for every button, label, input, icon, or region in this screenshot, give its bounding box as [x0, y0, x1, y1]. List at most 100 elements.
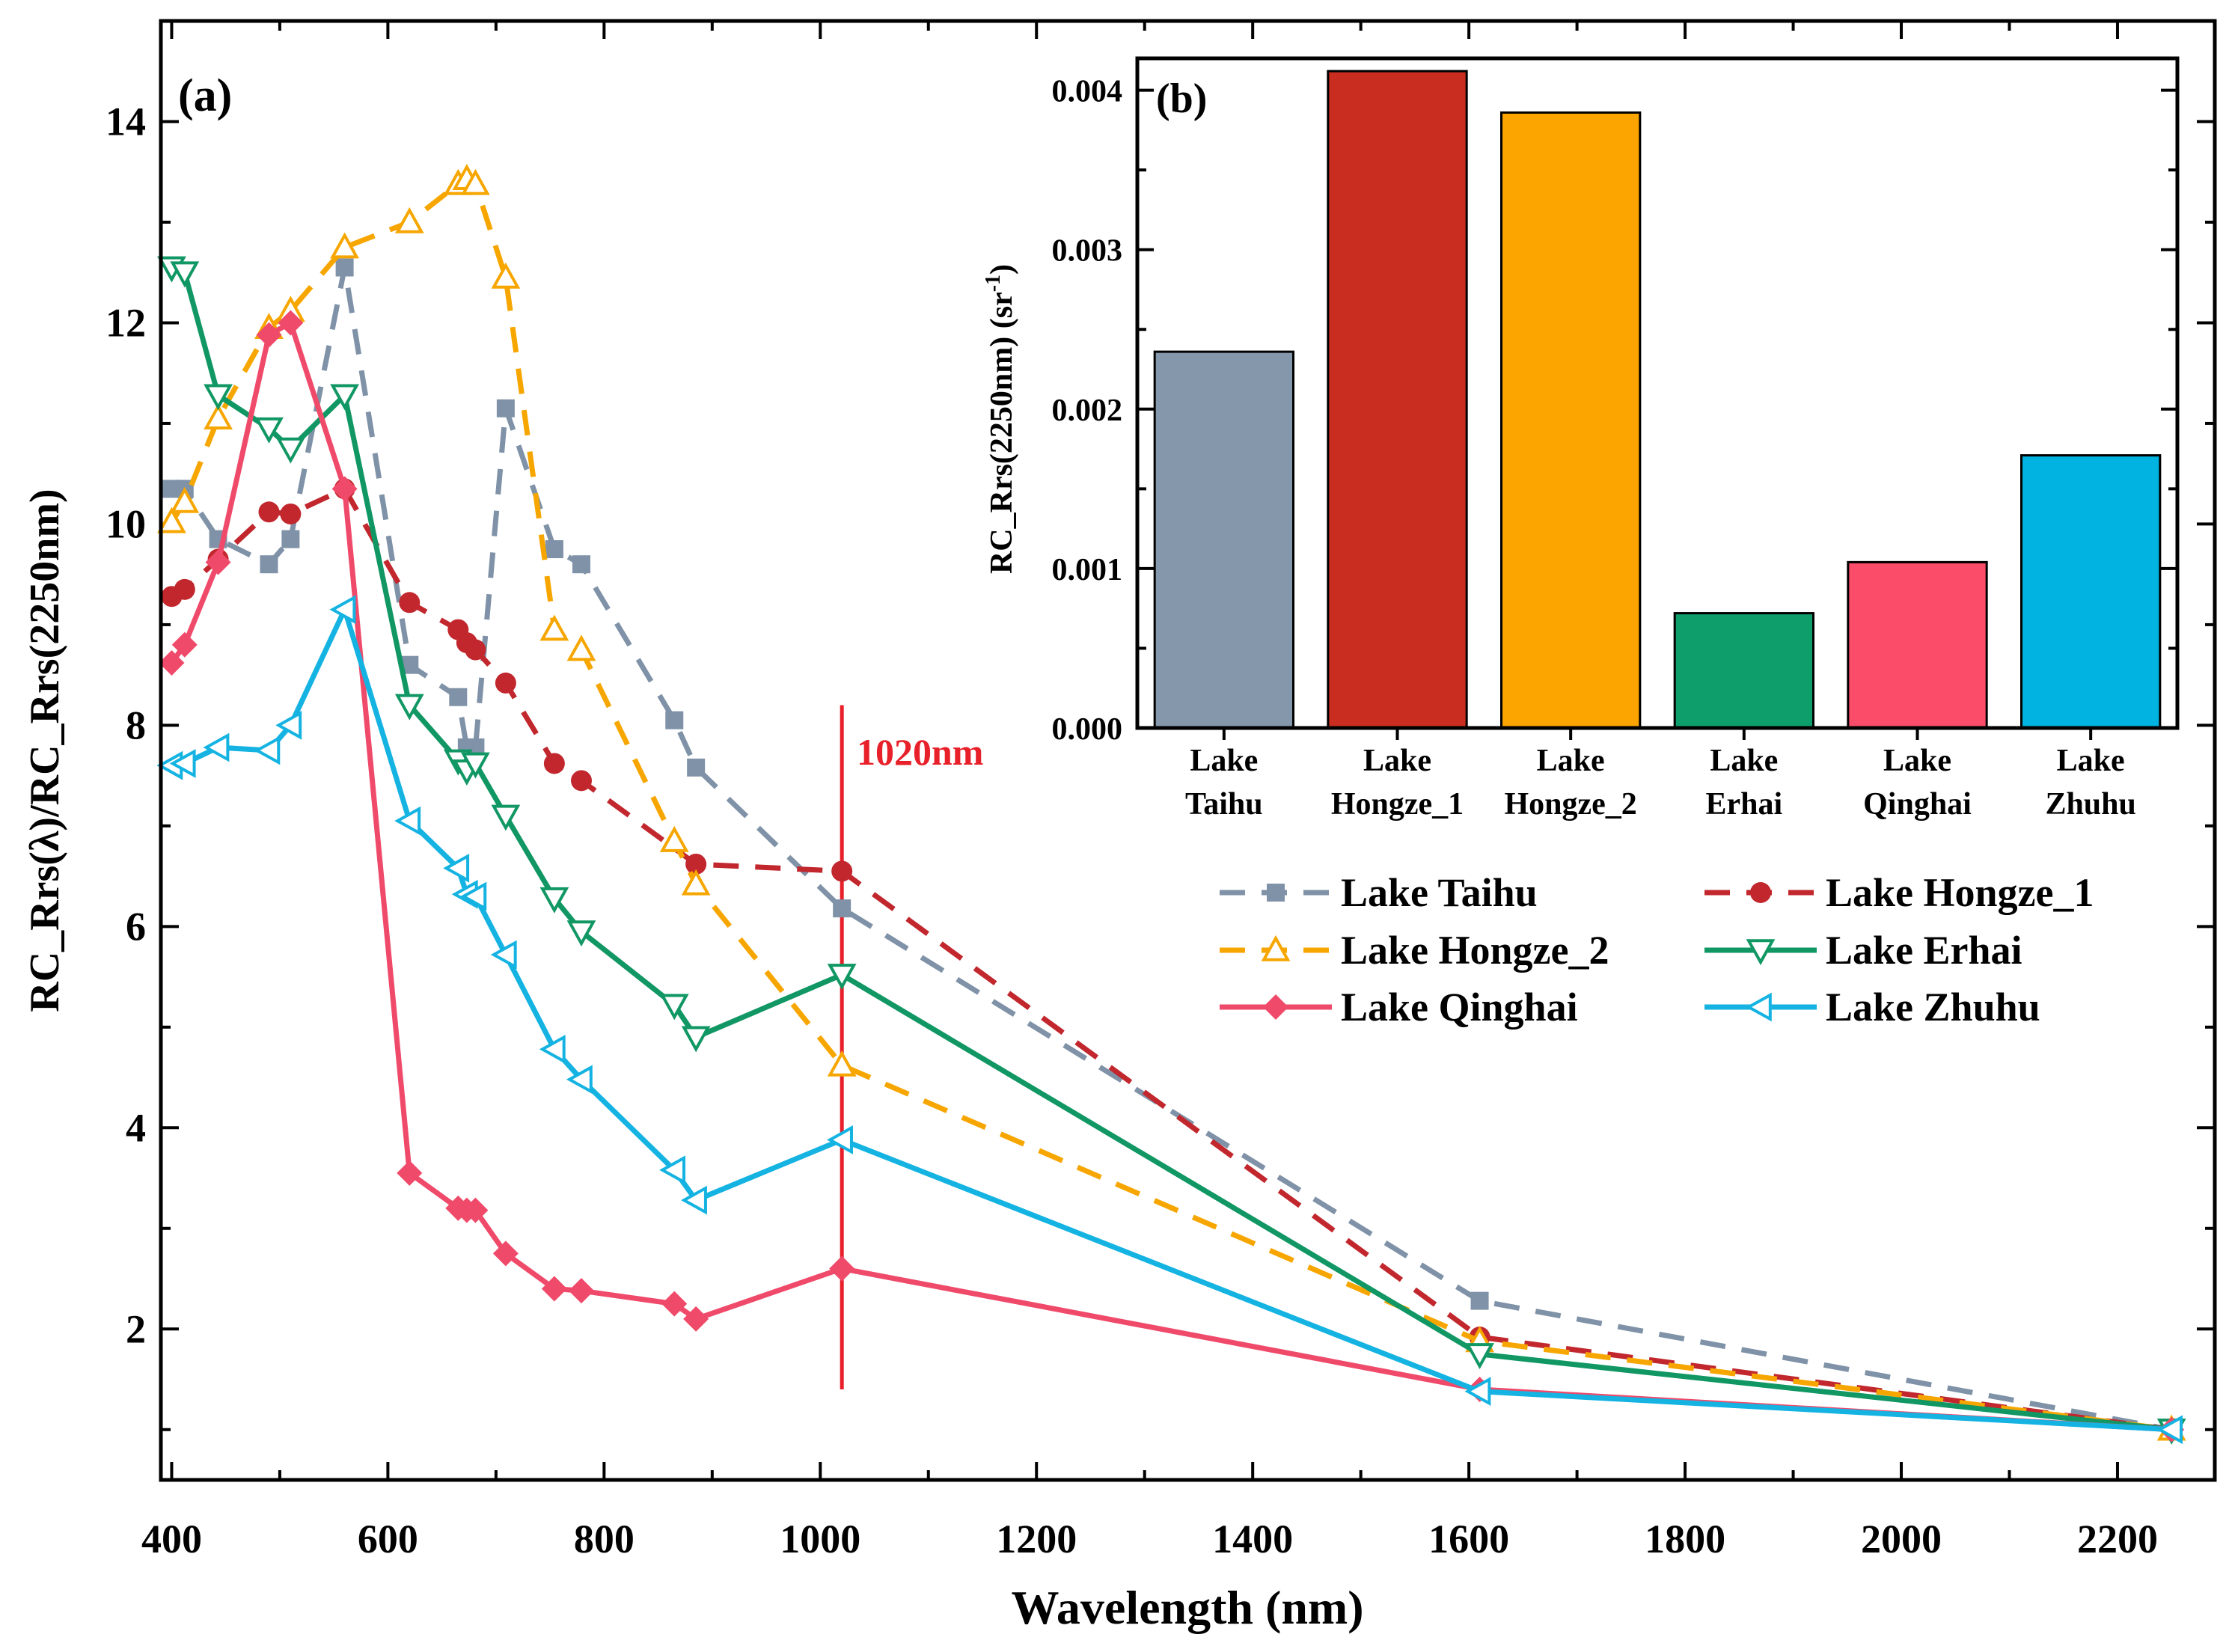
- data-point: [394, 206, 424, 233]
- data-point: [572, 555, 591, 574]
- series-lake-hongze-1: [161, 478, 2183, 1440]
- inset-y-tick-labels: 0.000 0.001 0.002 0.003 0.004: [1052, 75, 1123, 747]
- data-point: [204, 384, 233, 411]
- y-tick-label: 8: [126, 703, 146, 747]
- legend-label: Lake Hongze_1: [1826, 870, 2094, 915]
- inset-bars: [1153, 70, 2162, 729]
- bar: [1327, 70, 1468, 729]
- data-point: [394, 806, 421, 836]
- data-point: [205, 549, 231, 575]
- main-line-chart: 400 600 800 1000 1200 1400 1600 1800 2000 2200 2 4…: [22, 19, 2217, 1634]
- legend-entry: Lake Qinghai: [1220, 985, 1578, 1030]
- x-tick-label: 2200: [2077, 1517, 2158, 1561]
- data-point: [203, 732, 230, 762]
- data-point: [331, 476, 358, 502]
- data-point: [541, 1276, 567, 1302]
- main-series-lines: [156, 164, 2186, 1445]
- data-point: [170, 261, 200, 288]
- annotation-label-1020nm: 1020nm: [857, 731, 983, 773]
- series-line: [170, 486, 2172, 1433]
- data-point: [1464, 1377, 1491, 1407]
- inset-category-label-line2: Hongze_2: [1505, 787, 1637, 822]
- data-point: [681, 1026, 711, 1053]
- data-point: [831, 860, 853, 882]
- inset-category-label-line2: Qinghai: [1863, 787, 1972, 822]
- x-tick-label: 1200: [996, 1517, 1077, 1561]
- data-point: [829, 1255, 855, 1282]
- x-tick-label: 2000: [1861, 1517, 1942, 1561]
- data-point: [460, 881, 487, 911]
- y-tick-label: 4: [126, 1105, 146, 1150]
- data-point: [490, 940, 517, 970]
- inset-plot-frame: [1135, 56, 2180, 730]
- bar: [1673, 612, 1815, 729]
- x-tick-label: 800: [574, 1517, 635, 1561]
- x-axis-title: Wavelength (nm): [1011, 1581, 1363, 1634]
- inset-y-tick-label: 0.004: [1052, 75, 1123, 109]
- legend-marker: [1750, 882, 1771, 903]
- x-tick-label: 1000: [780, 1517, 860, 1561]
- x-tick-label: 600: [358, 1517, 418, 1561]
- data-point: [330, 232, 360, 259]
- data-point: [566, 1065, 593, 1095]
- panel-label-a: (a): [178, 70, 232, 121]
- x-tick-label: 1400: [1212, 1517, 1293, 1561]
- legend-entry: Lake Taihu: [1220, 870, 1538, 915]
- data-point: [399, 592, 421, 614]
- bar: [1500, 111, 1642, 729]
- data-point: [157, 507, 186, 533]
- data-point: [281, 530, 300, 548]
- x-tick-label: 1800: [1645, 1517, 1725, 1561]
- data-point: [569, 1278, 595, 1304]
- data-point: [827, 1050, 857, 1077]
- data-point: [329, 595, 356, 625]
- data-point: [491, 804, 521, 831]
- data-point: [539, 1035, 566, 1064]
- data-point: [1470, 1291, 1489, 1310]
- data-point: [659, 825, 689, 852]
- inset-y-tick-label: 0.003: [1052, 234, 1123, 269]
- data-point: [492, 1240, 519, 1267]
- data-point: [566, 634, 596, 661]
- data-point: [461, 752, 490, 779]
- data-point: [159, 650, 185, 676]
- data-point: [397, 1160, 423, 1186]
- data-point: [204, 403, 233, 430]
- inset-category-label-line2: Erhai: [1705, 787, 1782, 822]
- y-tick-label: 6: [126, 904, 146, 949]
- data-point: [462, 1197, 489, 1223]
- legend-entry: Lake Erhai: [1704, 928, 2022, 973]
- inset-category-label-line1: Lake: [2057, 744, 2125, 778]
- main-plot-frame: [159, 19, 2217, 1482]
- data-point: [687, 758, 706, 777]
- y-tick-label: 10: [106, 501, 146, 546]
- data-point: [661, 1291, 688, 1317]
- inset-category-labels: Lake Taihu Lake Hongze_1 Lake Hongze_2 Lake Erh…: [1185, 744, 2136, 822]
- data-point: [278, 310, 304, 336]
- inset-category-label-line1: Lake: [1363, 744, 1431, 778]
- data-point: [539, 614, 569, 641]
- inset-category-label-line1: Lake: [1537, 744, 1605, 778]
- data-point: [256, 322, 282, 348]
- data-point: [496, 399, 515, 417]
- inset-background: [1137, 58, 2177, 728]
- main-y-tick-labels: 2 4 6 8 10 12 14: [106, 99, 146, 1351]
- inset-y-tick-label: 0.000: [1052, 712, 1123, 747]
- data-point: [465, 639, 486, 661]
- legend-marker: [1745, 992, 1772, 1022]
- data-point: [659, 994, 689, 1021]
- data-point: [258, 501, 280, 523]
- legend-marker: [1261, 934, 1291, 961]
- bar: [1847, 560, 1988, 729]
- data-point: [571, 770, 593, 792]
- bar: [2020, 454, 2162, 729]
- inset-category-label-line2: Hongze_1: [1331, 787, 1464, 822]
- data-point: [170, 486, 200, 513]
- data-point: [827, 964, 857, 991]
- legend-entry: Lake Hongze_1: [1704, 870, 2094, 915]
- data-point: [681, 869, 711, 896]
- main-x-tick-labels: 400 600 800 1000 1200 1400 1600 1800 2000 2200: [141, 1517, 2158, 1561]
- legend-label: Lake Erhai: [1826, 928, 2022, 973]
- inset-y-axis-title-close: ): [985, 264, 1019, 275]
